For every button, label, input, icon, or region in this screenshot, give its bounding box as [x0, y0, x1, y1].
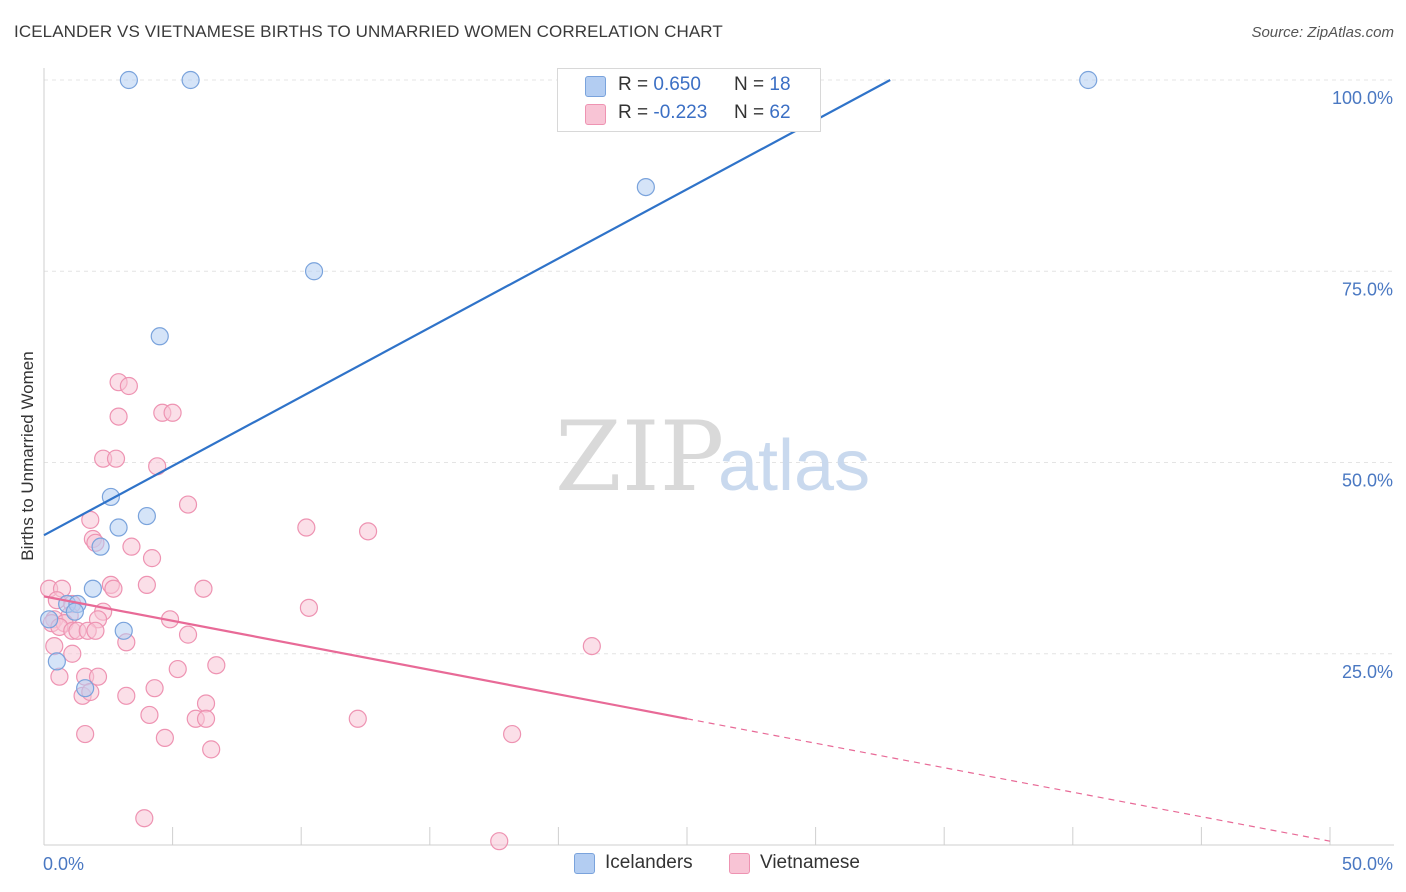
vietnamese-point	[140, 705, 159, 725]
vietnamese-point	[207, 656, 226, 675]
legend-r-value: -0.223	[653, 102, 708, 123]
vietnamese-trend-line	[43, 595, 688, 720]
vietnamese-point	[137, 575, 156, 595]
legend-r-value: 0.650	[653, 74, 701, 95]
vietnamese-point	[104, 579, 123, 598]
icelander-point	[150, 327, 169, 346]
watermark: ZIP atlas	[555, 401, 870, 513]
vietnamese-point	[196, 694, 216, 713]
icelander-trend-line	[43, 79, 891, 537]
vietnamese-point	[582, 636, 601, 656]
vietnamese-point	[122, 537, 141, 556]
vietnamese-point	[168, 659, 187, 679]
vietnamese-point	[178, 625, 198, 644]
tick-label-layer: 25.0% 50.0% 75.0% 100.0% 0.0% 50.0%	[43, 88, 1393, 874]
vietnamese-point	[145, 679, 164, 698]
vietnamese-point	[194, 579, 213, 598]
icelander-point	[65, 602, 84, 621]
icelander-point	[114, 621, 133, 640]
vietnamese-point	[135, 809, 154, 828]
vietnamese-point	[109, 407, 128, 426]
legend-swatch-pink	[729, 853, 750, 874]
vietnamese-point	[196, 709, 216, 728]
icelander-point	[109, 518, 128, 537]
y-tick-label: 100.0%	[1332, 88, 1393, 108]
vietnamese-point	[163, 403, 182, 422]
vietnamese-point	[63, 644, 82, 663]
vietnamese-point	[299, 598, 319, 617]
legend-swatch-blue	[585, 76, 606, 97]
watermark-zip: ZIP	[555, 401, 724, 513]
vietnamese-point	[155, 728, 174, 748]
vietnamese-point	[119, 376, 138, 396]
grid-layer	[44, 79, 1394, 655]
vietnamese-point	[106, 449, 126, 468]
trend-layer	[43, 79, 1331, 842]
legend-swatch-blue	[574, 853, 595, 874]
icelander-point	[636, 178, 655, 197]
vietnamese-point	[88, 667, 108, 686]
vietnamese-point	[348, 709, 367, 728]
series-legend: Icelanders Vietnamese	[0, 851, 1406, 877]
x-tick-label-max: 50.0%	[1342, 854, 1393, 874]
legend-label: Icelanders	[605, 852, 693, 873]
watermark-atlas: atlas	[718, 426, 870, 506]
vietnamese-point	[50, 667, 69, 686]
axis-layer	[43, 68, 1394, 846]
legend-n: N = 62	[734, 102, 791, 123]
vietnamese-point	[297, 518, 316, 537]
y-tick-label: 50.0%	[1342, 471, 1393, 491]
vietnamese-point	[178, 495, 198, 514]
legend-label: Vietnamese	[760, 852, 860, 873]
legend-r: R = 0.650	[618, 74, 701, 95]
legend-n-value: 18	[769, 74, 791, 95]
vietnamese-point	[358, 522, 378, 541]
vietnamese-trend-extension	[686, 718, 1331, 842]
legend-swatch-pink	[585, 104, 606, 125]
vietnamese-point	[202, 740, 221, 759]
icelander-point	[83, 579, 102, 598]
legend-row-vietnamese: R = -0.223 N = 62	[558, 101, 820, 129]
vietnamese-point	[142, 549, 162, 568]
icelander-point	[181, 70, 200, 90]
vietnamese-point	[45, 636, 64, 656]
vietnamese-point	[76, 724, 95, 744]
vietnamese-point	[503, 724, 522, 744]
vietnamese-point	[117, 686, 136, 705]
chart-title: ICELANDER VS VIETNAMESE BIRTHS TO UNMARR…	[14, 22, 723, 41]
icelander-point	[40, 610, 59, 629]
icelander-point	[137, 506, 156, 526]
icelander-point	[47, 652, 66, 671]
icelander-point	[76, 679, 95, 698]
correlation-legend: R = 0.650 N = 18 R = -0.223 N = 62	[557, 68, 821, 132]
vietnamese-point	[490, 832, 509, 851]
x-tick-label-min: 0.0%	[43, 854, 84, 874]
icelander-point	[91, 537, 110, 556]
icelander-point	[304, 262, 324, 281]
legend-r: R = -0.223	[618, 102, 708, 123]
y-tick-label: 25.0%	[1342, 662, 1393, 682]
chart-source: Source: ZipAtlas.com	[1251, 24, 1394, 41]
legend-row-icelanders: R = 0.650 N = 18	[558, 73, 820, 101]
y-tick-label: 75.0%	[1342, 279, 1393, 299]
icelander-point	[1079, 70, 1098, 90]
points-layer	[40, 70, 1098, 851]
icelander-point	[119, 70, 138, 90]
vietnamese-point	[86, 621, 105, 640]
legend-n: N = 18	[734, 74, 791, 95]
legend-n-value: 62	[769, 102, 791, 123]
